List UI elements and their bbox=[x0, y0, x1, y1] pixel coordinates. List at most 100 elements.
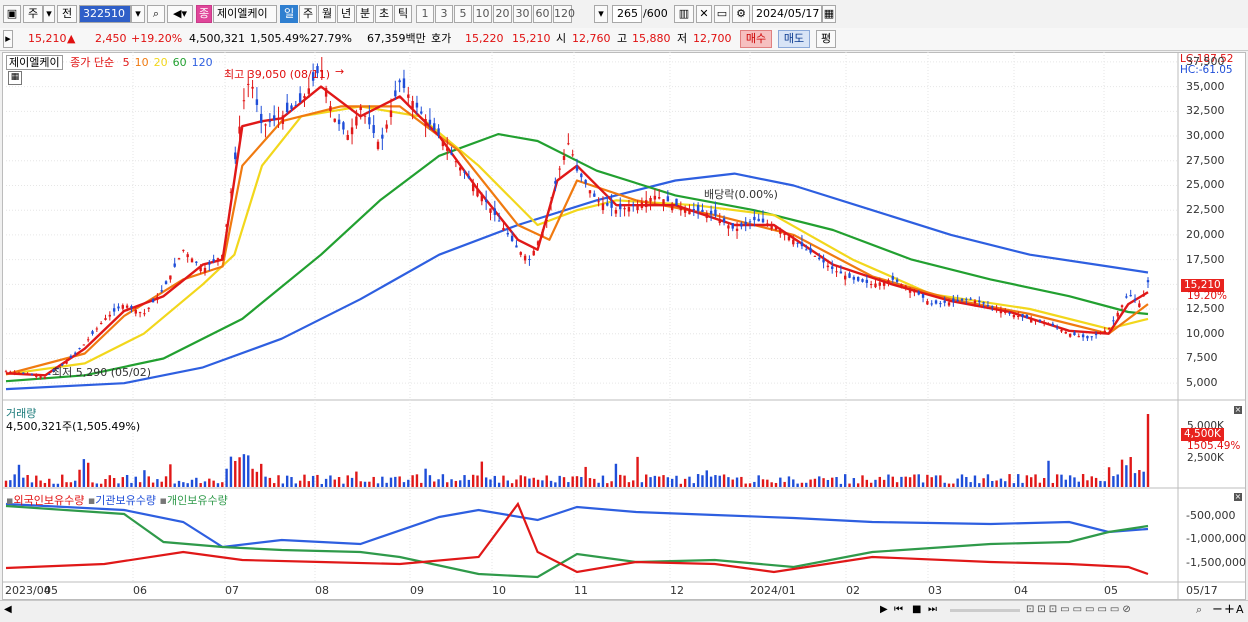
period-tab[interactable]: 주 bbox=[299, 5, 317, 23]
interval-tab[interactable]: 20 bbox=[493, 5, 512, 23]
font-size-icon[interactable]: A bbox=[1236, 603, 1244, 616]
candle-body bbox=[753, 216, 756, 221]
eval-button[interactable]: 평 bbox=[816, 30, 836, 48]
scroll-left-icon[interactable]: ◀ bbox=[4, 604, 12, 615]
volume-bar bbox=[921, 482, 925, 487]
volume-bar bbox=[947, 483, 951, 487]
save-icon[interactable]: ▭ bbox=[714, 5, 730, 23]
volume-bar bbox=[298, 480, 302, 487]
zoom-out-icon[interactable]: − bbox=[1212, 602, 1223, 617]
candle-body bbox=[1012, 314, 1016, 318]
volume-bar bbox=[372, 476, 375, 487]
speaker-icon[interactable]: ◀▾ bbox=[167, 5, 193, 23]
date-input[interactable]: 2024/05/17 bbox=[752, 5, 822, 23]
volume-bar bbox=[99, 483, 103, 487]
last-icon[interactable]: ⏭ bbox=[928, 604, 937, 615]
candle-body bbox=[1120, 305, 1124, 308]
quote-menu-icon[interactable]: ▸ bbox=[3, 30, 13, 48]
interval-tab[interactable]: 30 bbox=[513, 5, 532, 23]
candle-body bbox=[960, 298, 964, 301]
volume-bar bbox=[675, 475, 678, 487]
code-input[interactable]: 322510 bbox=[79, 5, 131, 23]
date-tick: 04 bbox=[1014, 584, 1028, 597]
trade-amount: 67,359백만 bbox=[367, 32, 426, 45]
volume-bar bbox=[394, 476, 397, 487]
volume-bar bbox=[476, 475, 479, 487]
scroll-right-icon[interactable]: ▶ bbox=[880, 604, 888, 615]
candle-body bbox=[1142, 294, 1145, 297]
quote-bar: ▸ 15,210 ▲ 2,450 +19.20% 4,500,321 1,505… bbox=[0, 28, 1248, 51]
zoom-in-icon[interactable]: + bbox=[1224, 602, 1235, 617]
date-tick: 05/17 bbox=[1186, 584, 1218, 597]
sell-button[interactable]: 매도 bbox=[778, 30, 810, 48]
first-icon[interactable]: ⏮ bbox=[894, 604, 903, 615]
market-dropdown-icon[interactable]: ▾ bbox=[43, 5, 55, 23]
interval-tab[interactable]: 1 bbox=[416, 5, 434, 23]
gear-icon[interactable]: ⚙ bbox=[732, 5, 750, 23]
volume-bar bbox=[718, 475, 721, 487]
tool-icons[interactable]: ⊡⊡⊡▭▭▭▭▭⊘ bbox=[1026, 604, 1134, 615]
stop-icon[interactable]: ■ bbox=[912, 604, 922, 615]
price-tick: 27,500 bbox=[1186, 153, 1225, 167]
buy-button[interactable]: 매수 bbox=[740, 30, 772, 48]
candle-body bbox=[234, 152, 237, 160]
volume-bar bbox=[878, 476, 882, 487]
prev-toggle[interactable]: 전 bbox=[57, 5, 77, 23]
candle-body bbox=[735, 228, 739, 231]
period-tab[interactable]: 월 bbox=[318, 5, 336, 23]
low-label: 저 bbox=[677, 32, 688, 45]
volume-bar bbox=[1068, 475, 1072, 487]
layout-icon[interactable]: ▣ bbox=[3, 5, 21, 23]
code-dropdown-icon[interactable]: ▾ bbox=[131, 5, 145, 23]
low-price: 12,700 bbox=[693, 32, 732, 45]
interval-tab[interactable]: 10 bbox=[473, 5, 492, 23]
candle-body bbox=[813, 255, 817, 257]
volume-close-icon[interactable]: × bbox=[1234, 405, 1242, 414]
holder-close-icon[interactable]: × bbox=[1234, 492, 1242, 501]
interval-tab[interactable]: 60 bbox=[533, 5, 552, 23]
candle-body bbox=[407, 94, 410, 98]
search-icon[interactable]: ⌕ bbox=[147, 5, 165, 23]
candle-body bbox=[151, 299, 155, 303]
date-tick: 07 bbox=[225, 584, 239, 597]
interval-tab[interactable]: 5 bbox=[454, 5, 472, 23]
zoom-slider[interactable] bbox=[950, 609, 1020, 612]
table-toggle-icon[interactable]: ▦ bbox=[8, 71, 22, 85]
candle-body bbox=[809, 248, 812, 253]
period-tab[interactable]: 일 bbox=[280, 5, 298, 23]
candle-body bbox=[216, 258, 220, 260]
volume-bar bbox=[657, 476, 661, 487]
candle-body bbox=[610, 201, 613, 208]
period-tab[interactable]: 틱 bbox=[394, 5, 412, 23]
volume-bar bbox=[424, 468, 427, 487]
calendar-icon[interactable]: ▦ bbox=[822, 5, 836, 23]
market-select[interactable]: 주 bbox=[23, 5, 43, 23]
candle-body bbox=[1055, 327, 1059, 329]
volume-bar bbox=[939, 475, 942, 487]
volume-bar bbox=[35, 475, 38, 487]
period-tab[interactable]: 년 bbox=[337, 5, 355, 23]
interval-tab[interactable]: 3 bbox=[435, 5, 453, 23]
candle-body bbox=[895, 279, 899, 282]
stock-chart[interactable] bbox=[2, 52, 1246, 600]
volume-tag: 4,500K bbox=[1181, 428, 1224, 441]
count-input[interactable]: 265 bbox=[612, 5, 642, 23]
candle-body bbox=[800, 242, 804, 247]
high-price: 15,880 bbox=[632, 32, 671, 45]
volume-bar bbox=[1129, 457, 1132, 487]
interval-dropdown-icon[interactable]: ▾ bbox=[594, 5, 608, 23]
volume-bar bbox=[290, 477, 293, 487]
interval-tab[interactable]: 120 bbox=[553, 5, 575, 23]
crosshair-icon[interactable]: ✕ bbox=[696, 5, 712, 23]
date-tick: 08 bbox=[315, 584, 329, 597]
last-pct-tag: 19.20% bbox=[1187, 290, 1228, 302]
candle-type-icon[interactable]: ▥ bbox=[674, 5, 694, 23]
chart-area[interactable] bbox=[2, 52, 1246, 600]
volume-bar bbox=[839, 483, 843, 487]
candle-body bbox=[982, 302, 985, 304]
volume-bar bbox=[506, 480, 509, 487]
zoom-search-icon[interactable]: ⌕ bbox=[1196, 603, 1203, 616]
period-tab[interactable]: 분 bbox=[356, 5, 374, 23]
volume-bar bbox=[978, 483, 981, 487]
period-tab[interactable]: 초 bbox=[375, 5, 393, 23]
